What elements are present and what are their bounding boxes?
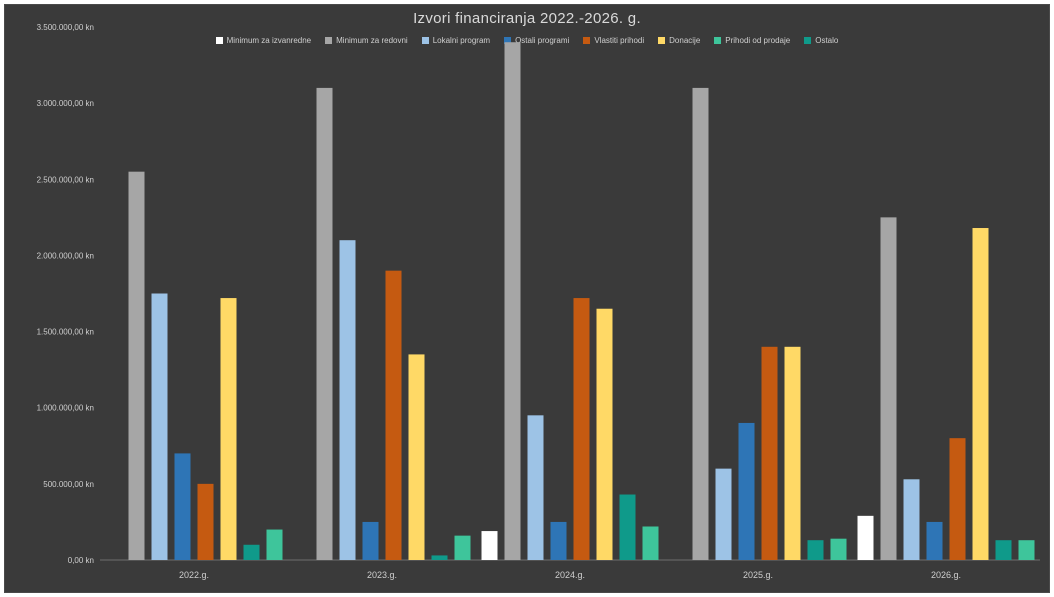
x-category-label: 2024.g. (555, 570, 585, 580)
legend-label: Vlastiti prihodi (594, 36, 645, 45)
legend-item: Minimum za redovni (325, 36, 408, 45)
bar (316, 87, 333, 561)
y-tick-label: 500.000,00 kn (43, 480, 94, 489)
bar (995, 540, 1012, 560)
y-tick-label: 2.000.000,00 kn (37, 251, 94, 260)
bar (197, 483, 214, 560)
y-tick-label: 0,00 kn (68, 556, 94, 565)
legend-item: Ostali programi (504, 36, 569, 45)
y-tick-label: 3.000.000,00 kn (37, 99, 94, 108)
y-tick-label: 1.500.000,00 kn (37, 328, 94, 337)
legend-label: Donacije (669, 36, 701, 45)
legend-item: Minimum za izvanredne (215, 36, 312, 45)
bar (784, 346, 801, 560)
bar (761, 346, 778, 560)
bar (339, 240, 356, 560)
legend-item: Lokalni program (421, 36, 491, 45)
legend-swatch (215, 37, 223, 44)
legend-swatch (325, 37, 333, 44)
bar (128, 171, 145, 560)
bar (385, 270, 402, 560)
bar (151, 293, 168, 560)
bar (926, 521, 943, 560)
bar (220, 298, 237, 560)
x-category-label: 2022.g. (179, 570, 209, 580)
legend-label: Lokalni program (432, 36, 491, 45)
bar (738, 422, 755, 560)
bar (857, 515, 874, 560)
legend-swatch (421, 37, 429, 44)
bar (692, 87, 709, 561)
legend-label: Ostalo (815, 36, 839, 45)
legend-swatch (504, 37, 512, 44)
bar (527, 415, 544, 560)
bar (573, 298, 590, 560)
bar (454, 535, 471, 560)
legend-item: Ostalo (804, 36, 838, 45)
legend-label: Minimum za redovni (336, 36, 408, 45)
bar (830, 538, 847, 560)
bar (431, 555, 448, 560)
legend-label: Ostali programi (515, 36, 570, 45)
bar (880, 217, 897, 560)
legend-label: Minimum za izvanredne (226, 36, 312, 45)
bar (266, 529, 283, 560)
bar (972, 228, 989, 560)
legend-label: Prihodi od prodaje (725, 36, 791, 45)
legend-swatch (804, 37, 812, 44)
bar (362, 521, 379, 560)
bar (596, 308, 613, 560)
y-tick-label: 1.000.000,00 kn (37, 404, 94, 413)
legend-swatch (714, 37, 722, 44)
legend-item: Donacije (658, 36, 700, 45)
bar (408, 354, 425, 560)
bar (715, 468, 732, 560)
chart-legend: Minimum za izvanredne Minimum za redovni L… (0, 36, 1054, 45)
bar (903, 479, 920, 560)
y-tick-label: 2.500.000,00 kn (37, 175, 94, 184)
legend-item: Prihodi od prodaje (714, 36, 790, 45)
bar (949, 438, 966, 560)
bar (807, 540, 824, 560)
bar (642, 526, 659, 560)
bar (504, 42, 521, 560)
bar (619, 494, 636, 560)
x-category-label: 2025.g. (743, 570, 773, 580)
x-category-label: 2026.g. (931, 570, 961, 580)
legend-swatch (583, 37, 591, 44)
chart-title: Izvori financiranja 2022.-2026. g. (413, 10, 641, 27)
legend-item: Vlastiti prihodi (583, 36, 644, 45)
bar (550, 521, 567, 560)
y-tick-label: 3.500.000,00 kn (37, 23, 94, 32)
bar (174, 453, 191, 560)
legend-swatch (658, 37, 666, 44)
bar (243, 544, 260, 560)
bar (1018, 540, 1035, 560)
bar (481, 531, 498, 560)
x-category-label: 2023.g. (367, 570, 397, 580)
